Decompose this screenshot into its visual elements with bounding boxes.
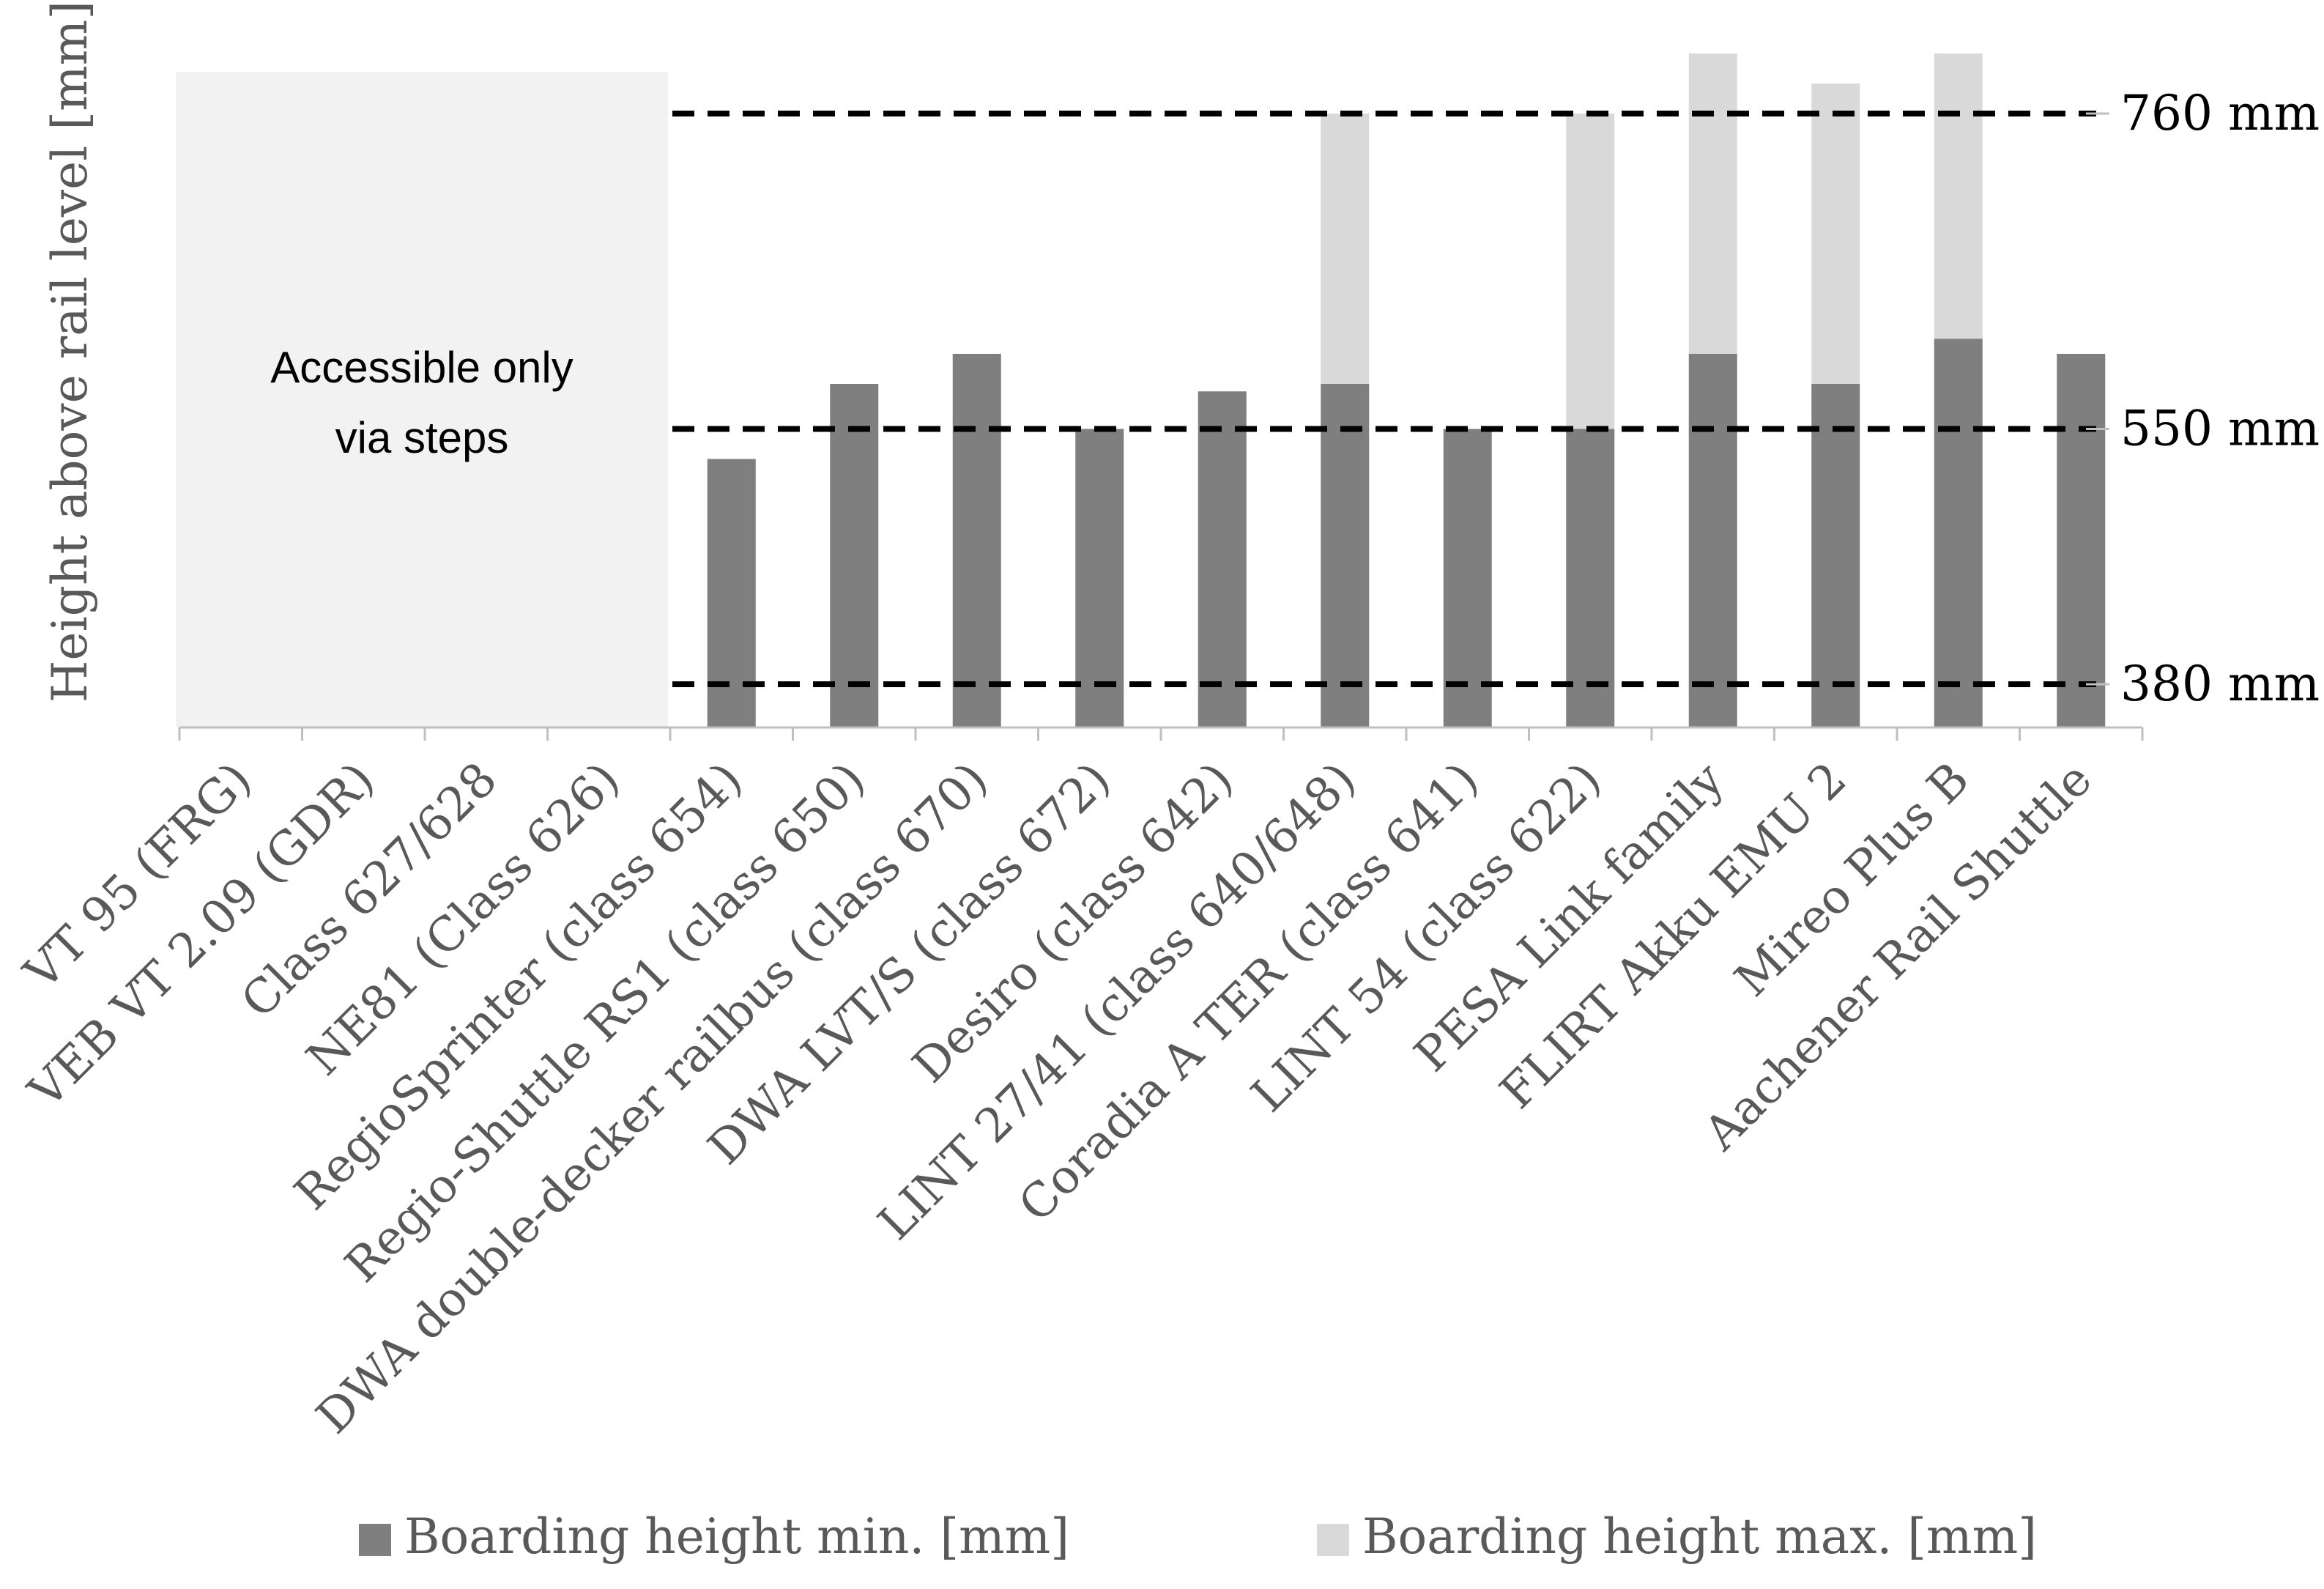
bar-min-8 [1198, 391, 1247, 727]
bar-min-12 [1688, 354, 1737, 727]
bar-min-4 [707, 459, 756, 727]
y-axis-title: Height above rail level [mm] [42, 1, 98, 703]
bar-max-12 [1688, 53, 1737, 354]
steps-region [176, 72, 668, 727]
steps-note-line-1: Accessible only [270, 343, 573, 392]
reference-label-550: 550 mm [2120, 401, 2320, 457]
bar-min-15 [2057, 354, 2106, 727]
x-axis: VT 95 (FRG)VEB VT 2.09 (GDR)Class 627/62… [14, 726, 2144, 1445]
reference-label-760: 760 mm [2120, 85, 2320, 141]
steps-note-line-2: via steps [335, 413, 509, 462]
legend-swatch-min [359, 1524, 391, 1556]
legend-label-min: Boarding height min. [mm] [404, 1508, 1069, 1565]
bar-min-5 [830, 384, 879, 727]
bar-max-11 [1566, 114, 1615, 429]
bar-min-11 [1566, 429, 1615, 727]
legend: Boarding height min. [mm] Boarding heigh… [359, 1508, 2037, 1565]
bar-group [707, 53, 2106, 727]
bar-min-14 [1934, 338, 1983, 727]
legend-swatch-max [1317, 1524, 1349, 1556]
x-tick-label-4: RegioSprinter (class 654) [285, 752, 753, 1221]
reference-lines: 760 mm 550 mm 380 mm [672, 85, 2320, 712]
bar-min-7 [1075, 429, 1124, 727]
bar-min-13 [1811, 384, 1860, 727]
bar-max-13 [1811, 84, 1860, 384]
bar-max-9 [1321, 114, 1370, 384]
legend-label-max: Boarding height max. [mm] [1362, 1508, 2037, 1565]
bar-min-10 [1443, 429, 1492, 727]
bar-min-9 [1321, 384, 1370, 727]
bar-min-6 [952, 354, 1001, 727]
reference-label-380: 380 mm [2120, 656, 2320, 712]
bar-max-14 [1934, 53, 1983, 339]
